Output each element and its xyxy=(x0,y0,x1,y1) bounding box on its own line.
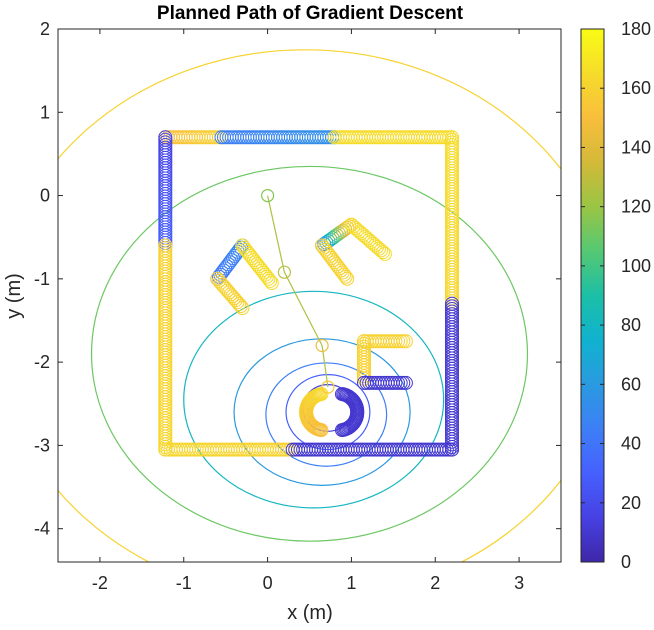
obstacle-marker-603 xyxy=(357,371,371,386)
colorbar-tick-label: 120 xyxy=(621,197,651,217)
obstacle-marker-584 xyxy=(388,334,403,349)
obstacle-marker-503 xyxy=(261,271,276,286)
obstacle-marker-504 xyxy=(263,273,278,288)
y-tick-label: -4 xyxy=(34,519,50,539)
obstacle-marker-469 xyxy=(445,442,459,457)
colorbar-tick-label: 160 xyxy=(621,78,651,98)
chart-title: Planned Path of Gradient Descent xyxy=(157,3,464,24)
colorbar-ticks: 180 160 140 120 100 80 60 40 20 0 xyxy=(581,19,651,572)
contour-line-4 xyxy=(233,338,411,486)
y-tick-label: 2 xyxy=(40,19,50,39)
path-point-2 xyxy=(277,265,291,279)
contour-line-5 xyxy=(183,290,445,509)
colorbar xyxy=(580,28,605,563)
y-axis-ticks: 2 1 0 -1 -2 -3 -4 xyxy=(34,19,561,539)
obstacle-marker-521 xyxy=(235,301,250,315)
obstacle-marker-505 xyxy=(264,276,279,290)
obstacle-marker-466 xyxy=(445,434,459,449)
x-tick-label: -2 xyxy=(92,573,108,593)
obstacle-marker-616 xyxy=(388,375,403,390)
obstacle-marker-588 xyxy=(398,334,413,349)
y-tick-label: -3 xyxy=(34,435,50,455)
obstacle-marker-232 xyxy=(158,434,173,449)
contour-line-7 xyxy=(58,49,561,562)
y-tick-label: 1 xyxy=(40,102,50,122)
obstacle-marker-467 xyxy=(445,437,459,452)
colorbar-tick-label: 0 xyxy=(621,552,631,572)
y-axis-label: y (m) xyxy=(3,273,25,319)
colorbar-tick-label: 140 xyxy=(621,137,651,157)
x-tick-label: 1 xyxy=(346,573,356,593)
obstacle-marker-569 xyxy=(337,267,352,282)
obstacle-marker-599 xyxy=(357,361,371,376)
x-tick-label: -1 xyxy=(176,573,192,593)
obstacle-marker-661 xyxy=(314,423,329,438)
obstacle-marker-617 xyxy=(391,375,405,390)
x-axis-ticks: -2 -1 0 1 2 3 xyxy=(92,29,524,593)
colorbar-tick-label: 80 xyxy=(621,315,641,335)
colorbar-tick-label: 180 xyxy=(621,19,651,39)
x-tick-label: 2 xyxy=(430,573,440,593)
colorbar-tick-label: 40 xyxy=(621,434,641,454)
obstacle-marker-554 xyxy=(377,246,392,261)
y-tick-label: -1 xyxy=(34,269,50,289)
contour-lines xyxy=(58,49,561,562)
obstacle-marker-570 xyxy=(338,269,353,284)
obstacle-marker-618 xyxy=(393,375,408,390)
obstacle-marker-552 xyxy=(374,243,388,258)
obstacle-marker-587 xyxy=(396,334,411,349)
gradient-descent-path xyxy=(261,189,335,394)
obstacle-marker-619 xyxy=(396,375,411,390)
x-tick-label: 0 xyxy=(263,573,273,593)
plot-axes-box xyxy=(57,28,562,563)
contour-line-6 xyxy=(90,165,529,542)
obstacle-marker-519 xyxy=(232,297,247,312)
obstacle-marker-110 xyxy=(437,130,452,145)
obstacle-marker-620 xyxy=(398,375,413,390)
path-point-3 xyxy=(315,338,329,353)
y-tick-label: 0 xyxy=(40,186,50,206)
path-point-1 xyxy=(261,189,275,203)
colorbar-tick-label: 100 xyxy=(621,256,651,276)
obstacle-markers xyxy=(158,130,459,457)
contour-line-3 xyxy=(265,362,388,467)
obstacle-marker-344 xyxy=(437,442,452,457)
obstacle-marker-465 xyxy=(445,432,459,447)
obstacle-marker-586 xyxy=(393,334,408,349)
y-tick-label: -2 xyxy=(34,352,50,372)
obstacle-marker-601 xyxy=(357,366,371,381)
obstacle-marker-468 xyxy=(445,440,459,454)
obstacle-marker-571 xyxy=(340,271,355,286)
x-axis-label: x (m) xyxy=(287,602,333,624)
obstacle-marker-518 xyxy=(230,295,245,310)
obstacle-marker-553 xyxy=(376,245,390,260)
path-point-4 xyxy=(321,380,335,394)
path-line xyxy=(267,195,329,388)
colorbar-tick-label: 60 xyxy=(621,374,641,394)
obstacle-marker-585 xyxy=(391,334,405,349)
colorbar-tick-label: 20 xyxy=(621,493,641,513)
obstacle-marker-520 xyxy=(233,299,248,313)
obstacle-marker-702 xyxy=(335,387,349,402)
x-tick-label: 3 xyxy=(514,573,524,593)
